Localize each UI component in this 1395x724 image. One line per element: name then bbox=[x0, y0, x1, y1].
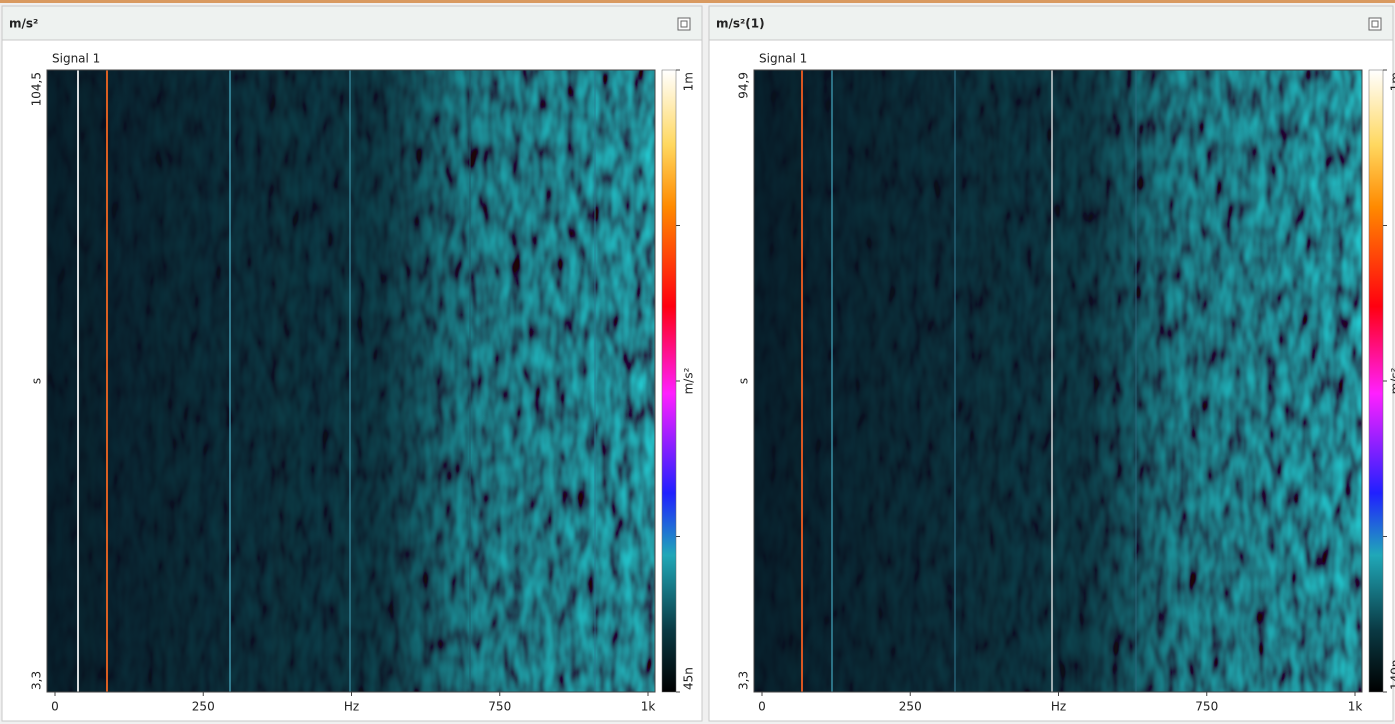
panel: m/s² Signal 1 104,5 s 3,3 0 250 Hz 750 1k 1m m/s² 45… bbox=[2, 6, 702, 721]
x-tick-label: 250 bbox=[899, 700, 922, 714]
x-tick-label: 1k bbox=[1348, 700, 1363, 714]
y-axis-label: s bbox=[737, 378, 751, 384]
y-axis-label: s bbox=[30, 378, 44, 384]
panel: m/s²(1) Signal 1 94,9 s 3,3 0 250 Hz 750 1k 1m m/s²… bbox=[709, 6, 1395, 721]
colorbar-label: m/s² bbox=[1389, 367, 1395, 394]
panel-header bbox=[2, 6, 702, 40]
signal-label: Signal 1 bbox=[52, 52, 100, 66]
x-tick-label: 750 bbox=[488, 700, 511, 714]
y-axis-bottom: 3,3 bbox=[30, 671, 44, 690]
colorbar-bottom: 45n bbox=[682, 667, 696, 690]
colorbar bbox=[662, 70, 676, 692]
colorbar-bottom: 140n bbox=[1389, 659, 1395, 690]
x-tick-label: Hz bbox=[344, 700, 359, 714]
colorbar bbox=[1369, 70, 1383, 692]
panel-title: m/s² bbox=[9, 17, 38, 31]
colorbar-label: m/s² bbox=[682, 367, 696, 394]
colorbar-top: 1m bbox=[1389, 72, 1395, 91]
panel-title: m/s²(1) bbox=[716, 17, 765, 31]
maximize-button[interactable] bbox=[678, 18, 690, 30]
panel-header bbox=[709, 6, 1393, 40]
x-tick-label: 750 bbox=[1195, 700, 1218, 714]
y-axis-top: 94,9 bbox=[737, 72, 751, 99]
x-tick-label: 1k bbox=[641, 700, 656, 714]
x-tick-label: 0 bbox=[758, 700, 766, 714]
signal-label: Signal 1 bbox=[759, 52, 807, 66]
maximize-button[interactable] bbox=[1369, 18, 1381, 30]
spectrogram-noise bbox=[47, 70, 655, 692]
x-tick-label: Hz bbox=[1051, 700, 1066, 714]
app-window: m/s² Signal 1 104,5 s 3,3 0 250 Hz 750 1k 1m m/s² 45… bbox=[0, 0, 1395, 724]
x-tick-label: 250 bbox=[192, 700, 215, 714]
colorbar-top: 1m bbox=[682, 72, 696, 91]
y-axis-top: 104,5 bbox=[30, 72, 44, 106]
spectrogram-noise bbox=[754, 70, 1362, 692]
x-tick-label: 0 bbox=[51, 700, 59, 714]
window-top-border bbox=[0, 0, 1395, 3]
y-axis-bottom: 3,3 bbox=[737, 671, 751, 690]
